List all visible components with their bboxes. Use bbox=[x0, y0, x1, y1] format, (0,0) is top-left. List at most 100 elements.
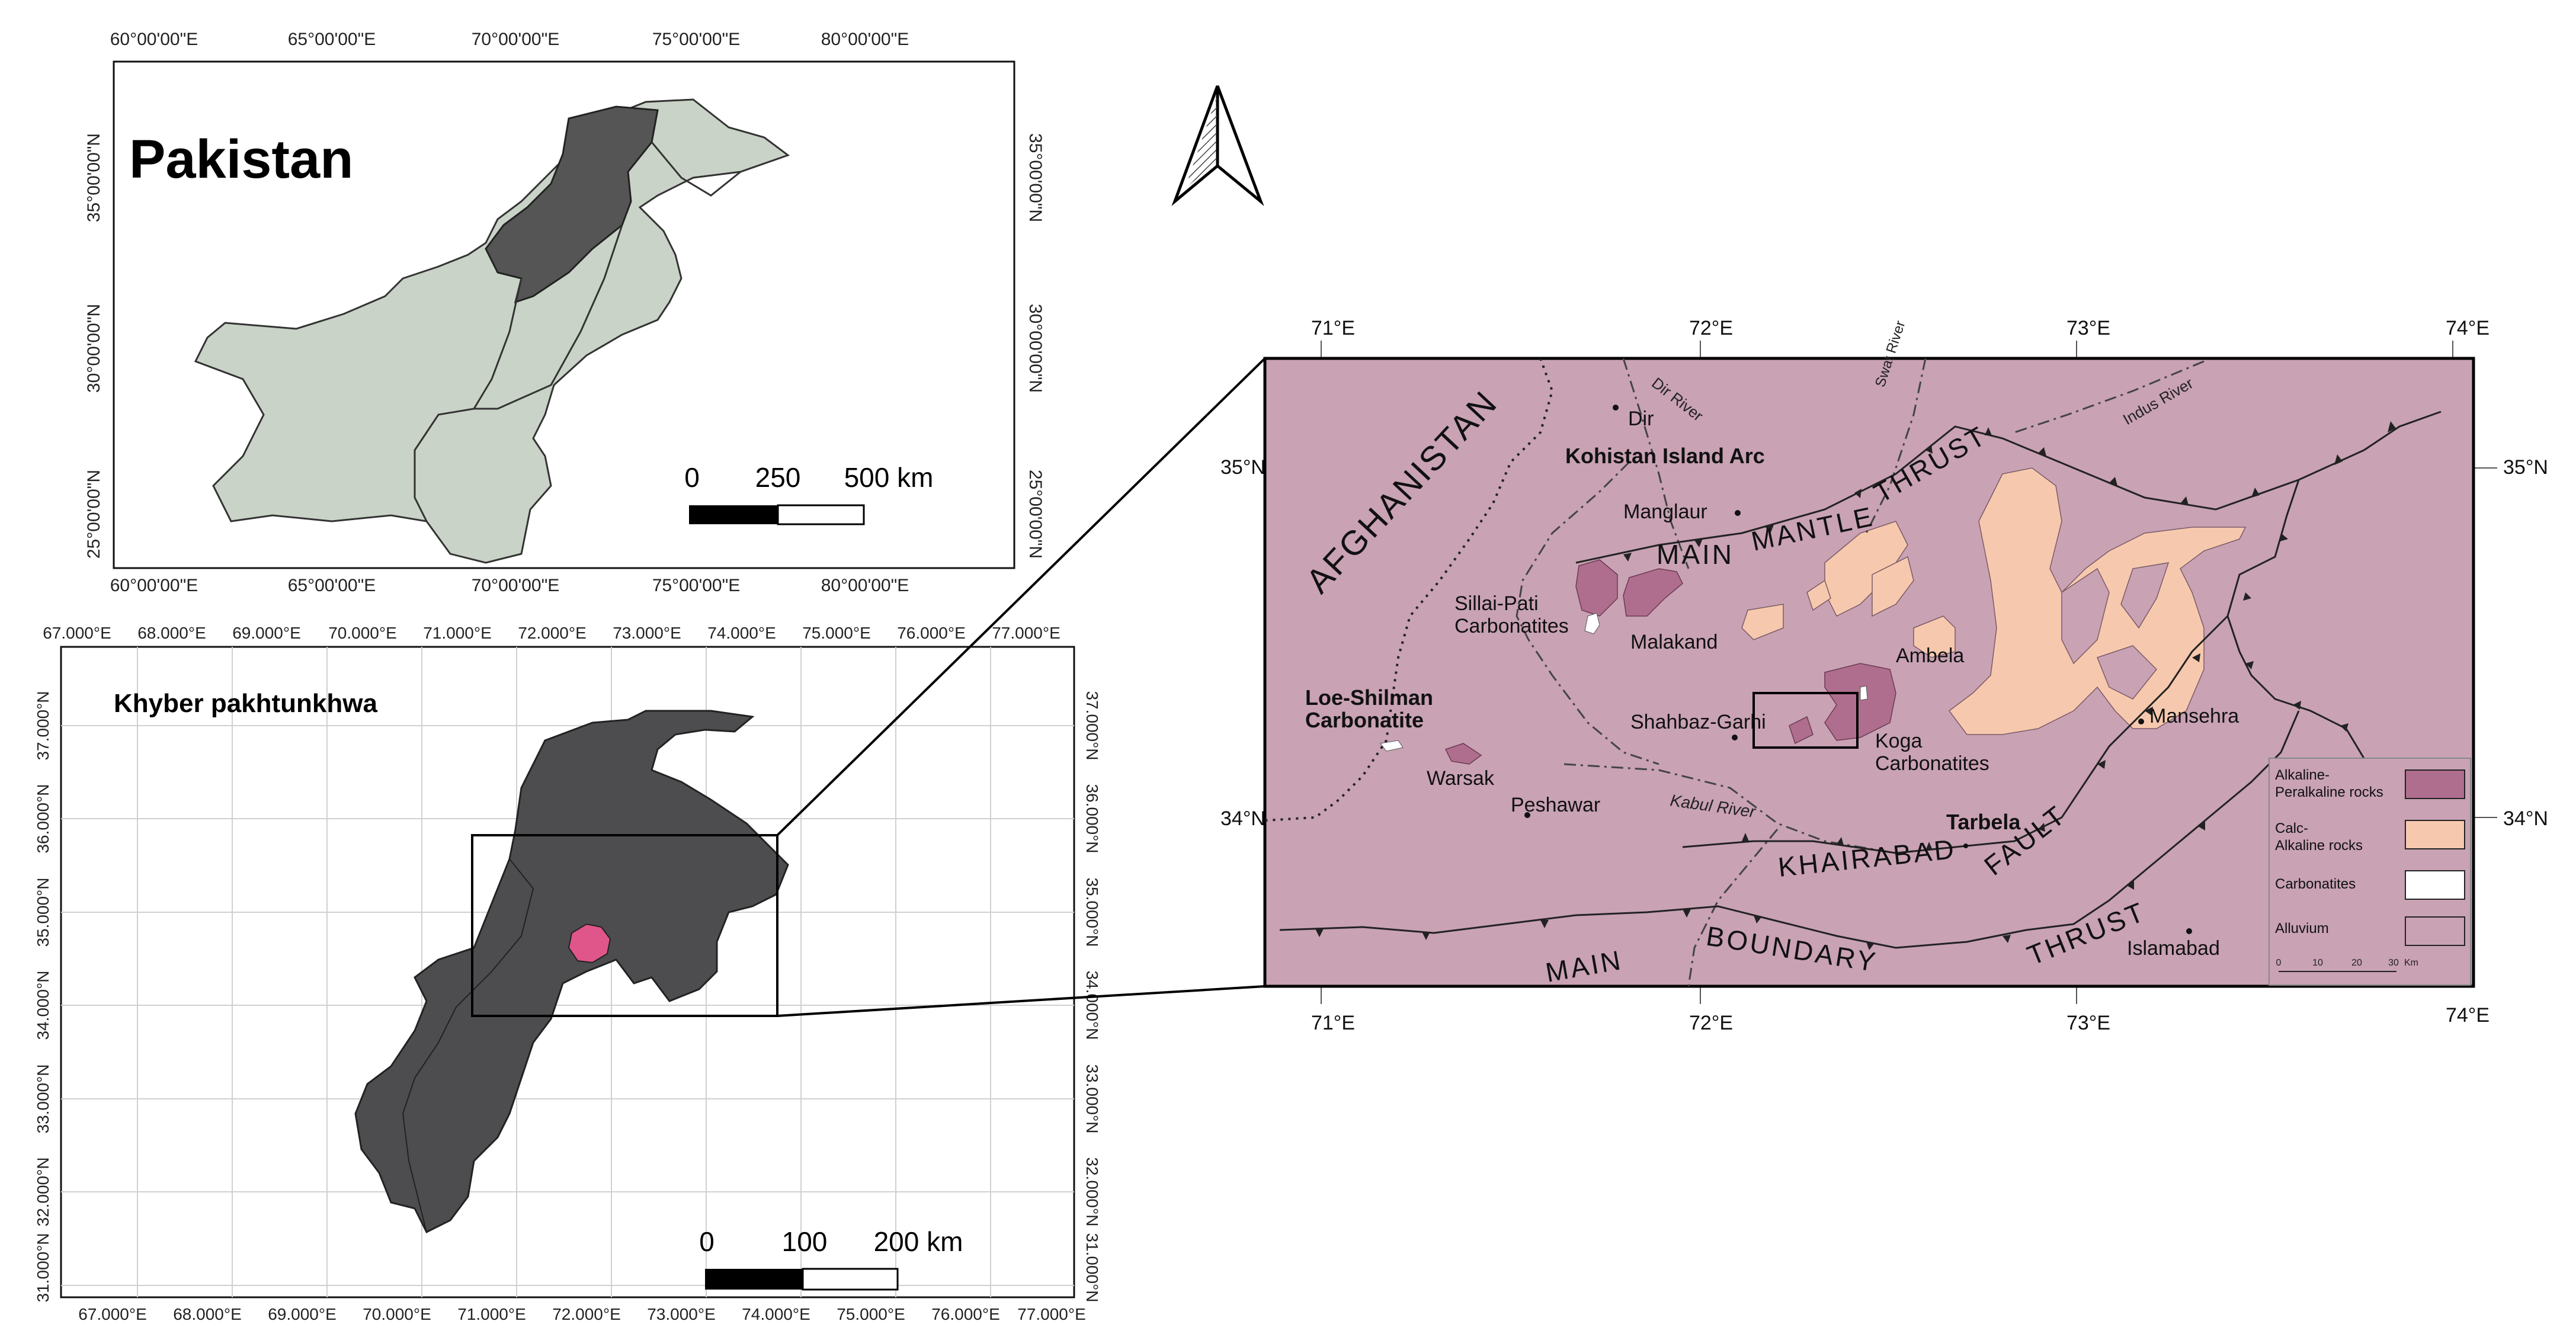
pak-top-tick: 60°00'00"E bbox=[110, 30, 198, 49]
thrust-teeth bbox=[1315, 421, 2396, 950]
mansehra-dot bbox=[2138, 719, 2144, 724]
pakistan-province-boundary bbox=[474, 225, 623, 410]
pakistan-right-ticks: 35°00'00"N 30°00'00"N 25°00'00"N bbox=[1026, 133, 1045, 559]
legend-alluvium-label: Alluvium bbox=[2275, 921, 2329, 937]
kp-grid bbox=[61, 647, 1074, 1297]
kp-study-area bbox=[568, 923, 611, 964]
kp-right-tick: 33.000°N bbox=[1083, 1064, 1101, 1133]
sillai-pati-label-2: Carbonatites bbox=[1454, 615, 1569, 637]
dir-label: Dir bbox=[1628, 408, 1654, 430]
kp-top-tick: 67.000°E bbox=[43, 624, 111, 642]
kp-bottom-tick: 77.000°E bbox=[1017, 1305, 1086, 1323]
tarbela-dot bbox=[1963, 844, 1968, 848]
geo-left-tick: 34°N bbox=[1220, 807, 1265, 830]
islamabad-dot bbox=[2186, 928, 2192, 934]
legend-carbonatites-swatch bbox=[2405, 870, 2465, 900]
legend-scale-unit: Km bbox=[2404, 958, 2418, 968]
kp-right-tick: 36.000°N bbox=[1083, 784, 1101, 853]
kp-left-tick: 33.000°N bbox=[34, 1064, 52, 1133]
geo-bottom-tick: 71°E bbox=[1311, 1012, 1355, 1034]
pak-scale-mid: 250 bbox=[755, 462, 801, 493]
pakistan-land bbox=[194, 98, 790, 564]
kp-left-tick: 37.000°N bbox=[34, 691, 52, 760]
kp-bottom-tick: 71.000°E bbox=[457, 1305, 526, 1323]
legend-scale-10: 10 bbox=[2312, 958, 2323, 968]
malakand-label: Malakand bbox=[1630, 631, 1718, 653]
legend-scale-20: 20 bbox=[2351, 958, 2362, 968]
kp-bottom-tick: 73.000°E bbox=[647, 1305, 716, 1323]
geo-bottom-tick: 73°E bbox=[2066, 1012, 2110, 1034]
manglaur-dot bbox=[1735, 510, 1741, 516]
kp-bottom-tick: 68.000°E bbox=[173, 1305, 242, 1323]
kp-title: Khyber pakhtunkhwa bbox=[114, 689, 377, 718]
thrust-faults bbox=[1279, 411, 2442, 949]
kp-scale-end: 200 km bbox=[874, 1226, 963, 1257]
pak-left-tick: 35°00'00"N bbox=[84, 133, 104, 222]
sillai-pati-label: Sillai-Pati bbox=[1454, 592, 1539, 615]
geo-left-ticks: 35°N 34°N bbox=[1220, 456, 1265, 830]
geo-top-ticks: 71°E 72°E 73°E 74°E bbox=[1311, 317, 2490, 339]
pak-right-tick: 35°00'00"N bbox=[1026, 133, 1045, 222]
legend-alkaline-label-2: Peralkaline rocks bbox=[2275, 784, 2383, 800]
geo-right-tick: 34°N bbox=[2503, 807, 2548, 830]
geo-top-tick: 72°E bbox=[1689, 317, 1733, 339]
islamabad-label: Islamabad bbox=[2127, 937, 2220, 960]
kp-top-tick: 71.000°E bbox=[423, 624, 492, 642]
geo-legend: Alkaline- Peralkaline rocks Calc- Alkali… bbox=[2269, 758, 2471, 986]
manglaur-label: Manglaur bbox=[1623, 501, 1707, 523]
legend-scale-30: 30 bbox=[2388, 958, 2399, 968]
pak-bottom-tick: 60°00'00"E bbox=[110, 576, 198, 595]
kp-right-tick: 31.000°N bbox=[1083, 1233, 1101, 1302]
geo-tick-marks bbox=[1321, 341, 2497, 1004]
kp-right-tick: 34.000°N bbox=[1083, 970, 1101, 1040]
geo-top-tick: 73°E bbox=[2066, 317, 2110, 339]
pak-top-tick: 75°00'00"E bbox=[652, 30, 741, 49]
kp-left-tick: 34.000°N bbox=[34, 970, 52, 1040]
kp-bottom-tick: 70.000°E bbox=[363, 1305, 431, 1323]
pak-right-tick: 30°00'00"N bbox=[1026, 304, 1045, 393]
alkaline-peralkaline-rocks bbox=[1444, 559, 1896, 765]
sillai-pati-carbonatite bbox=[1584, 613, 1600, 634]
kp-right-ticks: 37.000°N 36.000°N 35.000°N 34.000°N 33.0… bbox=[1083, 691, 1101, 1302]
pak-top-tick: 70°00'00"E bbox=[472, 30, 560, 49]
kp-bottom-tick: 75.000°E bbox=[837, 1305, 905, 1323]
main-label: MAIN bbox=[1657, 539, 1734, 570]
peshawar-label: Peshawar bbox=[1511, 794, 1600, 816]
kp-right-tick: 35.000°N bbox=[1083, 877, 1101, 947]
mansehra-label: Mansehra bbox=[2149, 705, 2239, 727]
loe-shilman-label: Loe-Shilman bbox=[1305, 685, 1433, 710]
inset-connector-lines bbox=[776, 357, 1266, 1017]
koga-label: Koga bbox=[1875, 730, 1922, 752]
geo-left-tick: 35°N bbox=[1220, 456, 1265, 479]
shahbaz-garhi-dot bbox=[1732, 735, 1738, 740]
kp-left-tick: 35.000°N bbox=[34, 877, 52, 947]
kp-right-tick: 32.000°N bbox=[1083, 1157, 1101, 1226]
pakistan-left-ticks: 35°00'00"N 30°00'00"N 25°00'00"N bbox=[84, 133, 104, 559]
warsak-label: Warsak bbox=[1427, 767, 1495, 790]
legend-carbonatites-label: Carbonatites bbox=[2275, 876, 2356, 892]
kp-left-tick: 32.000°N bbox=[34, 1157, 52, 1226]
kp-bottom-tick: 76.000°E bbox=[931, 1305, 1000, 1323]
kp-top-tick: 73.000°E bbox=[613, 624, 681, 642]
pakistan-map: 60°00'00"E 65°00'00"E 70°00'00"E 75°00'0… bbox=[84, 30, 1045, 595]
dir-dot bbox=[1613, 405, 1619, 411]
geo-bottom-tick: 72°E bbox=[1689, 1012, 1733, 1034]
kp-bottom-tick: 69.000°E bbox=[268, 1305, 337, 1323]
kp-bottom-tick: 74.000°E bbox=[742, 1305, 810, 1323]
loe-shilman-label-2: Carbonatite bbox=[1305, 708, 1424, 732]
north-arrow-icon bbox=[1171, 85, 1264, 206]
pakistan-province-boundary bbox=[651, 142, 741, 197]
pak-bottom-tick: 80°00'00"E bbox=[821, 576, 909, 595]
kp-bottom-ticks: 67.000°E 68.000°E 69.000°E 70.000°E 71.0… bbox=[78, 1305, 1086, 1323]
kp-right-tick: 37.000°N bbox=[1083, 691, 1101, 760]
kp-scale-black bbox=[705, 1269, 803, 1290]
kp-scale-bar: 0 100 200 km bbox=[699, 1226, 963, 1291]
koga-carbonatite bbox=[1860, 685, 1868, 701]
geo-top-tick: 71°E bbox=[1311, 317, 1355, 339]
kp-internal-boundary bbox=[402, 858, 534, 1233]
kp-top-tick: 77.000°E bbox=[992, 624, 1060, 642]
pak-top-tick: 65°00'00"E bbox=[288, 30, 376, 49]
shahbaz-garhi-label: Shahbaz-Garhi bbox=[1630, 711, 1766, 733]
kp-top-tick: 68.000°E bbox=[137, 624, 206, 642]
